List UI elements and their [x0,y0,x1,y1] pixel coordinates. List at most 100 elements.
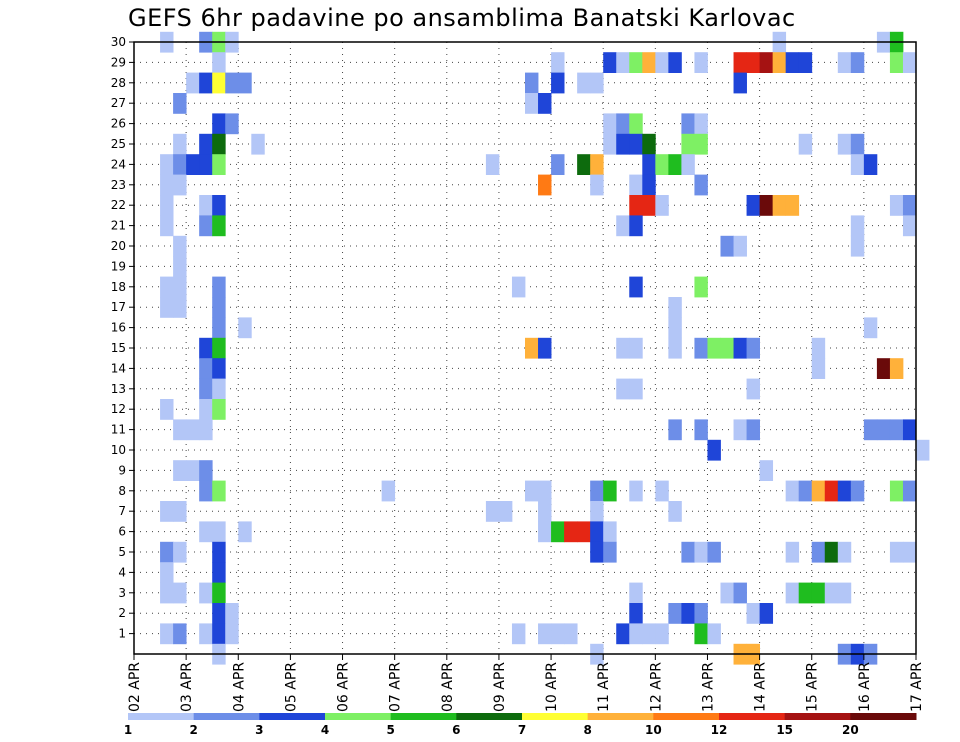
heatmap-cell [759,460,774,481]
legend-label: 5 [386,723,394,737]
heatmap-cell [538,480,552,502]
heatmap-cell [681,541,695,563]
heatmap-cell [212,521,226,543]
heatmap-cell [238,317,252,339]
heatmap-cell [694,276,708,298]
heatmap-cell [746,52,760,73]
heatmap-cell [863,317,878,339]
heatmap-cell [225,623,239,645]
heatmap-cell [733,419,747,441]
x-tick-label: 09 APR [492,662,508,712]
x-tick-label: 13 APR [700,662,716,712]
heatmap-cell [616,623,630,645]
heatmap-cell [837,480,852,502]
heatmap-cell [798,480,813,502]
heatmap-cell [160,297,174,318]
x-tick-label: 15 APR [805,662,821,712]
heatmap-cell [616,337,630,359]
heatmap-cell [642,623,656,645]
heatmap-cell [785,541,800,563]
heatmap-cell [629,337,643,359]
y-tick-label: 15 [111,341,126,355]
heatmap-cell [785,52,800,73]
heatmap-cell [720,582,734,604]
heatmap-cell [603,113,617,135]
heatmap-cell [629,113,643,135]
heatmap-cell [629,582,643,604]
heatmap-cell [538,93,552,114]
legend-label: 20 [842,723,859,737]
heatmap-cell [681,113,695,135]
heatmap-cell [707,337,721,359]
legend-label: 10 [645,723,662,737]
legend-label: 6 [452,723,460,737]
heatmap-cell [160,276,174,298]
heatmap-cell [199,358,213,379]
heatmap-cell [577,154,591,175]
heatmap-cell [590,521,604,543]
heatmap-cell [173,297,187,318]
heatmap-cell [212,276,226,298]
heatmap-cell [785,480,800,502]
heatmap-cell [498,501,513,522]
heatmap-cell [173,623,187,645]
legend-swatch [587,713,654,720]
heatmap-cell [590,541,604,563]
heatmap-cell [525,337,539,359]
heatmap-cell [525,72,539,94]
heatmap-cell [850,235,865,257]
y-tick-label: 2 [118,606,126,620]
y-tick-label: 22 [111,198,126,212]
heatmap-cell [902,195,917,216]
heatmap-cell [889,541,904,563]
heatmap-cell [173,419,187,441]
x-tick-label: 08 APR [440,662,456,712]
heatmap-cell [850,154,865,175]
legend-label: 1 [124,723,132,737]
heatmap-cell [681,154,695,175]
legend-label: 2 [189,723,197,737]
heatmap-cell [173,256,187,277]
heatmap-cell [746,195,760,216]
heatmap-cell [916,439,930,461]
heatmap-cell [733,52,747,73]
heatmap-cell [603,541,617,563]
heatmap-cell [551,154,565,175]
heatmap-cell [707,439,721,461]
legend-swatch [259,713,326,720]
y-tick-label: 11 [111,423,126,437]
heatmap-cell [538,174,552,196]
heatmap-cell [642,133,656,155]
heatmap-cell [160,541,174,563]
heatmap-cell [199,378,213,400]
legend-swatch [456,713,523,720]
heatmap-cell [212,603,226,624]
heatmap-cell [811,582,826,604]
heatmap-cell [759,52,774,73]
heatmap-cell [199,337,213,359]
heatmap-cell [199,195,213,216]
legend-swatch [128,713,195,720]
legend-label: 12 [711,723,728,737]
legend-swatch [325,713,392,720]
heatmap-cell [212,541,226,563]
heatmap-cell [642,195,656,216]
heatmap-cell [629,276,643,298]
heatmap-cell [902,52,917,73]
heatmap-cell [160,195,174,216]
x-tick-label: 02 APR [127,662,143,712]
heatmap-cell [160,501,174,522]
legend-swatch [193,713,260,720]
heatmap-cell [707,541,721,563]
x-tick-label: 11 APR [596,662,612,712]
heatmap-cell [889,195,904,216]
heatmap-cell [629,174,643,196]
heatmap-cell [199,215,213,237]
heatmap-cell [733,235,747,257]
heatmap-cell [785,195,800,216]
y-tick-label: 7 [118,504,126,518]
heatmap-cell [212,113,226,135]
heatmap-cell [642,52,656,73]
heatmap-cell [616,378,630,400]
heatmap-cell [173,235,187,257]
